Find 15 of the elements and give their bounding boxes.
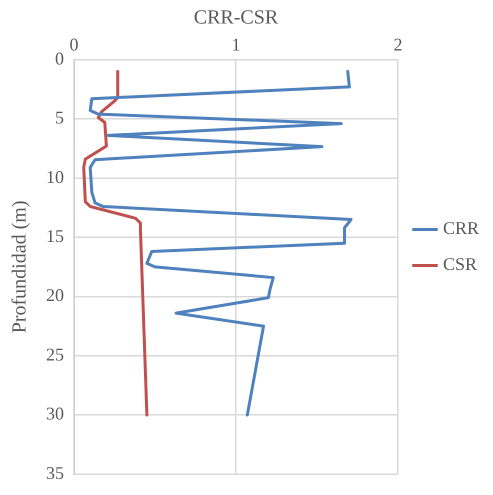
legend-label: CSR	[442, 254, 478, 274]
y-axis-title: Profundidad (m)	[8, 200, 30, 334]
y-tick-label: 20	[46, 285, 64, 306]
y-tick-label: 0	[55, 48, 64, 68]
x-tick-label: 1	[231, 34, 240, 55]
y-tick-label: 35	[46, 462, 64, 483]
x-tick-label: 2	[393, 34, 402, 55]
y-tick-label: 15	[46, 226, 64, 246]
y-tick-label: 10	[46, 166, 64, 187]
legend-label: CRR	[442, 218, 480, 238]
y-tick-label: 5	[55, 108, 64, 128]
x-axis-title: CRR-CSR	[194, 6, 279, 28]
x-tick-label: 0	[70, 34, 78, 55]
y-tick-label: 30	[46, 404, 64, 424]
y-tick-label: 25	[46, 344, 64, 364]
